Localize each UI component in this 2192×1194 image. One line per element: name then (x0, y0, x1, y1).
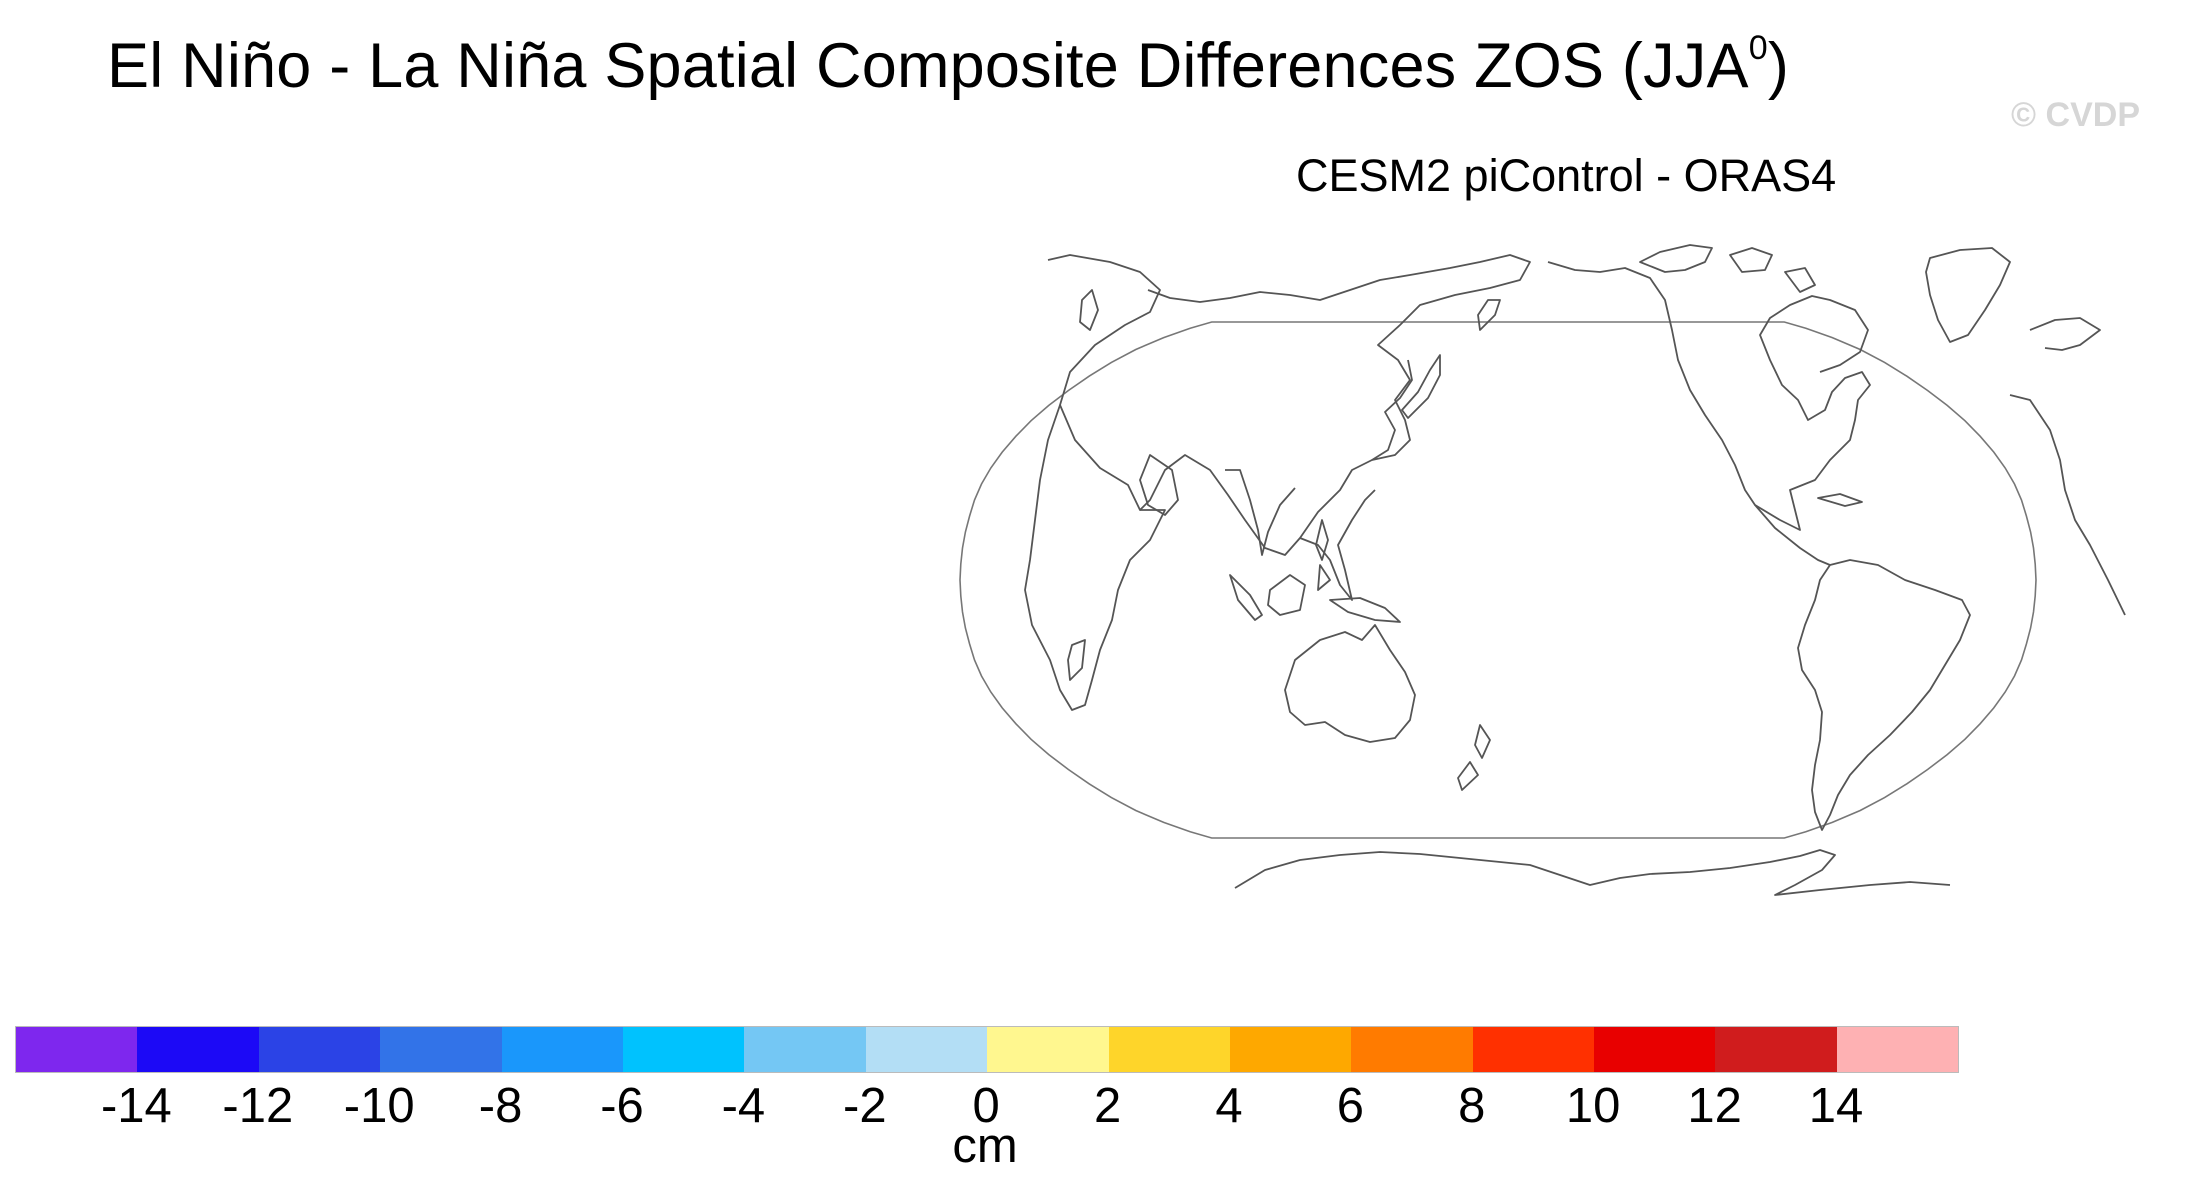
coastline-new-guinea (1329, 597, 1401, 623)
colorbar-tick-label: 10 (1565, 1079, 1621, 1133)
coastline-australia (1284, 624, 1416, 743)
colorbar-tick-label: -10 (343, 1079, 415, 1133)
colorbar-tick-label: -8 (478, 1079, 523, 1133)
colorbar-tick-label: -12 (222, 1079, 294, 1133)
coastline-uk (1079, 289, 1099, 331)
colorbar-tick-label: -2 (843, 1079, 887, 1133)
colorbar-box (865, 1027, 988, 1072)
colorbar-ticks: -14 -12 -10 -8 -6 -4 -2 0 2 4 6 8 10 12 14 (0, 1078, 2192, 1138)
colorbar-tick-label: 6 (1336, 1079, 1365, 1133)
colorbar-box (258, 1027, 381, 1072)
colorbar-box (1715, 1027, 1837, 1072)
coastline-south-america (1797, 559, 1971, 831)
coastline-philippines (1315, 519, 1331, 591)
colorbar-unit: cm (952, 1119, 1018, 1173)
coastline-kamchatka (1477, 299, 1501, 331)
title-close-paren: ) (1767, 31, 1789, 101)
coastlines (1024, 244, 2126, 896)
colorbar-tick-label: 12 (1687, 1079, 1742, 1133)
coastline-north-america (1547, 261, 1871, 531)
coastline-southeast-asia (1299, 489, 1376, 601)
coastline-madagascar (1067, 639, 1086, 681)
coastline-arabia (1139, 454, 1179, 516)
colorbar-box (622, 1027, 745, 1072)
coastline-canada-arctic (1639, 244, 1816, 293)
colorbar-box (987, 1027, 1109, 1072)
colorbar-box (1108, 1027, 1230, 1072)
colorbar-tick-label: -14 (100, 1079, 172, 1133)
colorbar-tick-label: 0 (972, 1079, 1000, 1133)
coastline-eurasia-west (1047, 254, 1531, 556)
colorbar-tick-label: 14 (1808, 1079, 1864, 1133)
cvdp-watermark: © CVDP (2011, 96, 2140, 134)
colorbar-tick-label: -4 (721, 1079, 766, 1133)
colorbar-box (137, 1027, 259, 1072)
colorbar-box (1594, 1027, 1716, 1072)
colorbar-tick-label: 2 (1093, 1079, 1122, 1133)
colorbar-tick-label: 8 (1458, 1079, 1486, 1133)
colorbar (15, 1026, 1960, 1073)
figure-title: El Niño - La Niña Spatial Composite Diff… (107, 30, 1789, 102)
coastline-africa-east-edge (2009, 394, 2126, 616)
colorbar-box (380, 1027, 502, 1072)
coastline-borneo (1267, 574, 1306, 616)
colorbar-box (1351, 1027, 1473, 1072)
coastline-cuba (1817, 493, 1863, 507)
coastline-sumatra (1229, 574, 1263, 621)
coastline-greenland (1925, 247, 2011, 343)
map-subtitle-text: CESM2 piControl - ORAS4 (1296, 150, 1837, 201)
colorbar-tick-label: 4 (1215, 1079, 1243, 1133)
map-border (959, 321, 2037, 839)
coastline-europe-east-edge (2029, 317, 2101, 351)
colorbar-box (1229, 1027, 1352, 1072)
title-text: El Niño - La Niña Spatial Composite Diff… (107, 31, 1749, 101)
colorbar-box (1836, 1027, 1959, 1072)
coastline-east-asia (1371, 359, 1413, 461)
coastline-new-zealand (1457, 724, 1491, 791)
coastline-japan (1401, 354, 1441, 419)
coastline-central-america (1754, 504, 1831, 566)
colorbar-box (744, 1027, 866, 1072)
coastline-africa (1024, 404, 1166, 711)
colorbar-box (1472, 1027, 1595, 1072)
colorbar-box (16, 1027, 138, 1072)
coastline-india (1225, 469, 1296, 556)
title-superscript: 0 (1748, 29, 1768, 67)
colorbar-box (501, 1027, 623, 1072)
coastline-antarctica (1234, 849, 1951, 896)
colorbar-tick-label: -6 (600, 1079, 644, 1133)
